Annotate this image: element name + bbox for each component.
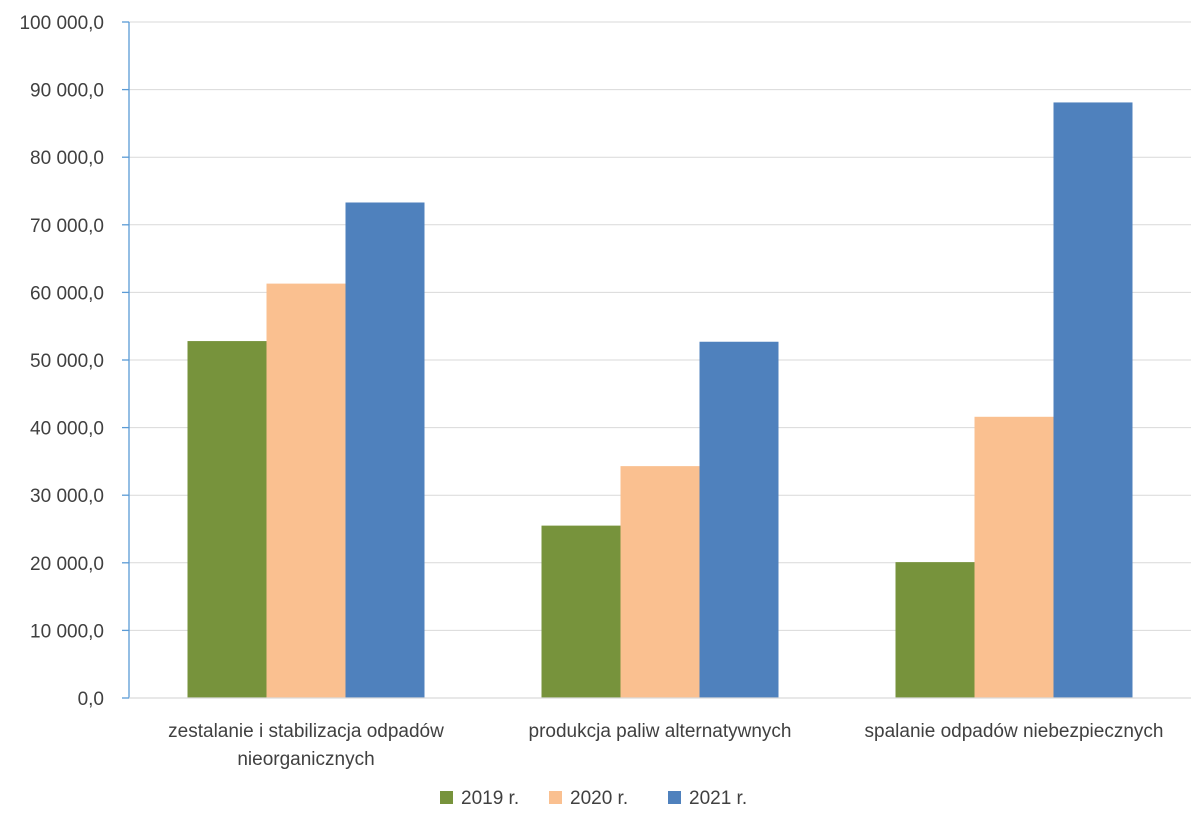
bar bbox=[345, 202, 425, 698]
legend-swatch bbox=[549, 791, 562, 804]
y-tick-label: 20 000,0 bbox=[30, 554, 104, 575]
x-category-label: nieorganicznych bbox=[237, 749, 374, 770]
y-tick-label: 30 000,0 bbox=[30, 486, 104, 507]
legend: 2019 r. 2020 r. 2021 r. bbox=[440, 788, 747, 809]
bar bbox=[699, 341, 779, 698]
y-tick-label: 40 000,0 bbox=[30, 419, 104, 440]
x-category-label: zestalanie i stabilizacja odpadów bbox=[168, 721, 444, 742]
y-tick-label: 100 000,0 bbox=[19, 13, 104, 34]
legend-label: 2020 r. bbox=[570, 788, 628, 809]
y-tick-label: 60 000,0 bbox=[30, 283, 104, 304]
x-category-label: produkcja paliw alternatywnych bbox=[529, 721, 792, 742]
legend-label: 2019 r. bbox=[461, 788, 519, 809]
bar bbox=[974, 416, 1054, 698]
x-category-label: spalanie odpadów niebezpiecznych bbox=[865, 721, 1164, 742]
x-category-labels: zestalanie i stabilizacja odpadów nieorga… bbox=[168, 721, 1163, 770]
y-tick-label: 50 000,0 bbox=[30, 351, 104, 372]
legend-label: 2021 r. bbox=[689, 788, 747, 809]
y-tick-label: 10 000,0 bbox=[30, 621, 104, 642]
bar bbox=[266, 283, 346, 698]
bar bbox=[1053, 102, 1133, 699]
bar bbox=[895, 562, 975, 698]
y-tick-label: 70 000,0 bbox=[30, 216, 104, 237]
legend-swatch bbox=[440, 791, 453, 804]
axes bbox=[122, 21, 1191, 699]
y-tick-label: 90 000,0 bbox=[30, 81, 104, 102]
bar bbox=[541, 525, 621, 698]
legend-swatch bbox=[668, 791, 681, 804]
bars bbox=[187, 102, 1133, 699]
bar bbox=[620, 466, 700, 698]
y-tick-label: 0,0 bbox=[78, 689, 104, 710]
y-tick-labels: 0,0 10 000,0 20 000,0 30 000,0 40 000,0 50 00… bbox=[19, 13, 104, 710]
bar bbox=[187, 341, 267, 698]
y-tick-label: 80 000,0 bbox=[30, 148, 104, 169]
